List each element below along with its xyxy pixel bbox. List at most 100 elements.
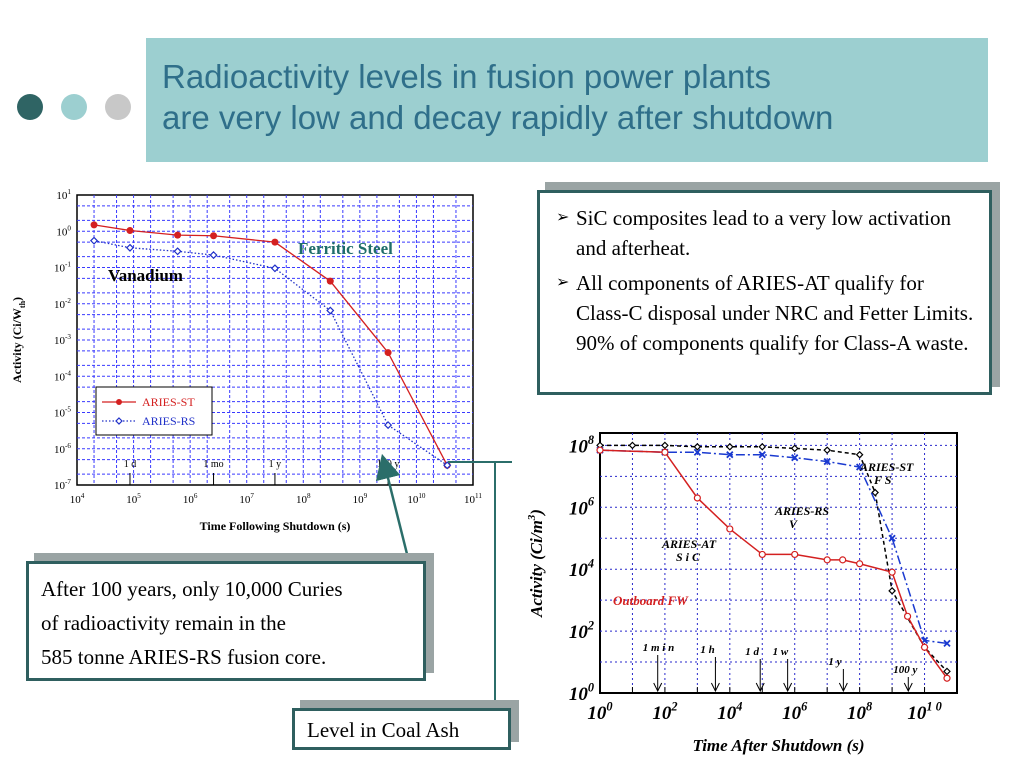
data-point-aries-rs [791, 454, 799, 462]
x-tick-label: 104 [717, 699, 742, 724]
data-point-aries-st [271, 238, 279, 246]
data-point-aries-rs [384, 421, 393, 430]
callout-line-3: 585 tonne ARIES-RS fusion core. [41, 645, 327, 669]
bullet-text: All components of ARIES-AT qualify for C… [576, 271, 974, 355]
x-tick-label: 106 [782, 699, 808, 724]
data-point-aries-st [126, 226, 134, 234]
data-point-aries-rs [173, 247, 182, 256]
x-tick-label: 105 [126, 492, 141, 506]
series-label: F S [873, 473, 892, 487]
x-tick-label: 107 [239, 492, 254, 506]
data-point-aries-st [326, 277, 334, 285]
title-bar: Radioactivity levels in fusion power pla… [146, 38, 988, 162]
data-point-aries-at [823, 556, 831, 564]
time-marker-label: 1 y [828, 656, 841, 668]
time-marker-label: 1 w [773, 646, 789, 658]
legend-label: ARIES-RS [142, 414, 195, 428]
y-tick-label: 101 [56, 188, 71, 202]
data-point-aries-rs [855, 463, 864, 471]
data-point-aries-at [661, 448, 669, 456]
data-point-aries-rs [888, 534, 896, 542]
y-axis-label: Activity (Ci/Wth) [10, 297, 27, 383]
time-marker-arrowhead [783, 682, 793, 693]
x-tick-label: 108 [296, 492, 311, 506]
x-tick-label: 104 [70, 492, 85, 506]
data-point-aries-at [596, 446, 604, 454]
bullet-item: ➢ All components of ARIES-AT qualify for … [556, 268, 979, 358]
data-point-aries-st [90, 221, 98, 229]
time-marker-arrowhead [838, 682, 848, 693]
time-marker-arrowhead [903, 682, 913, 693]
y-tick-label: 10-2 [54, 297, 71, 311]
data-point-aries-rs [943, 639, 951, 648]
x-tick-label: 1010 [407, 492, 426, 506]
data-point-aries-at [758, 550, 766, 559]
x-axis-label: Time After Shutdown (s) [692, 736, 864, 755]
data-point-aries-rs [693, 448, 702, 456]
data-point-aries-rs [823, 457, 831, 466]
bullet-item: ➢ SiC composites lead to a very low activ… [556, 203, 979, 263]
data-point-aries-at [693, 494, 701, 502]
annotation-vanadium: Vanadium [108, 266, 183, 285]
data-point-aries-at [856, 560, 864, 568]
data-point-aries-st [661, 441, 669, 450]
arrow-bullet-icon: ➢ [556, 274, 570, 291]
activity-chart-left: 104 105 106 107 108 109 1010 1011 101 100 10-1 10-2… [10, 188, 482, 533]
data-point-aries-st [855, 450, 864, 459]
y-tick-label: 108 [569, 433, 594, 458]
series-line-aries-st [93, 224, 448, 466]
data-point-aries-st [758, 442, 767, 451]
data-point-aries-rs [209, 251, 218, 260]
y-tick-label: 10-3 [54, 333, 71, 347]
bullet-callout: ➢ SiC composites lead to a very low activ… [537, 190, 992, 395]
legend-label: ARIES-ST [142, 395, 195, 409]
series-label: ARIES-AT [661, 537, 717, 551]
y-tick-label: 100 [569, 680, 594, 705]
y-tick-label: 10-4 [54, 369, 71, 383]
data-point-aries-st [693, 442, 702, 451]
time-marker-label: 1 m i n [643, 642, 674, 654]
y-tick-label: 104 [569, 557, 594, 582]
data-point-aries-st [725, 442, 734, 451]
time-marker-label: 1 d [124, 459, 137, 470]
time-marker-arrowhead [755, 682, 765, 693]
data-point-aries-st [210, 232, 218, 240]
x-tick-label: 108 [847, 699, 872, 724]
data-point-aries-at [903, 612, 912, 620]
data-point-aries-rs [89, 236, 99, 245]
time-marker-label: 1 h [700, 644, 714, 656]
time-marker-label: 1 mo [203, 459, 223, 470]
title-line-1: Radioactivity levels in fusion power pla… [162, 58, 771, 95]
time-marker-arrowhead [653, 682, 663, 693]
time-marker-label: 100 y [377, 459, 400, 470]
x-tick-label: 101 0 [907, 699, 941, 724]
data-point-aries-at [888, 568, 896, 576]
series-label: ARIES-ST [859, 460, 914, 474]
data-point-aries-st [888, 586, 896, 595]
data-point-aries-at [839, 556, 847, 564]
time-marker-label: 1 d [745, 646, 759, 658]
data-point-aries-at [943, 674, 951, 682]
data-point-aries-rs [326, 306, 335, 315]
x-tick-label: 100 [587, 699, 612, 724]
series-label: ARIES-RS [774, 504, 829, 518]
series-label: S i C [676, 550, 701, 564]
activity-chart-right: 100 102 104 106 108 101 0 100 102 104 106 108 Time … [526, 432, 958, 755]
y-tick-label: 106 [569, 495, 595, 520]
arrow-bullet-icon: ➢ [556, 209, 570, 226]
data-point-aries-at [920, 643, 929, 651]
data-point-aries-st [871, 488, 879, 497]
x-tick-label: 1011 [464, 492, 482, 506]
series-label: V [789, 517, 798, 531]
title-line-2: are very low and decay rapidly after shu… [162, 99, 834, 136]
data-point-aries-st [943, 667, 951, 676]
data-point-aries-at [791, 550, 799, 559]
decor-dot-teal [61, 94, 87, 120]
data-point-aries-rs [270, 264, 279, 273]
data-point-aries-rs [125, 243, 135, 252]
bullet-text: SiC composites lead to a very low activa… [576, 206, 952, 260]
data-point-aries-st [174, 231, 182, 239]
coal-ash-callout: Level in Coal Ash [292, 708, 511, 750]
callout-line-1: After 100 years, only 10,000 Curies [41, 577, 343, 601]
y-tick-label: 10-7 [54, 478, 71, 492]
